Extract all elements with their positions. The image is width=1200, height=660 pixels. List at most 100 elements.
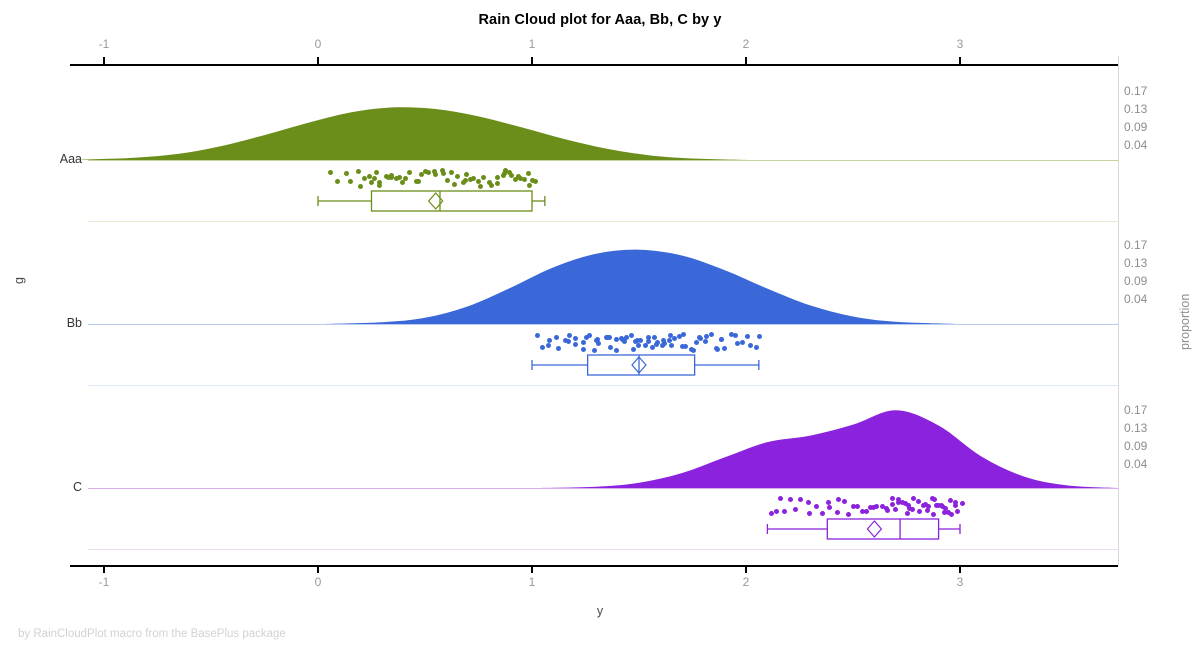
footnote-text: by RainCloudPlot macro from the BasePlus… bbox=[18, 628, 286, 640]
box-mean-diamond bbox=[427, 192, 444, 210]
rain-dot bbox=[907, 505, 913, 511]
box-iqr bbox=[826, 518, 940, 540]
rain-dot bbox=[509, 173, 515, 179]
x-axis-tick-label: 1 bbox=[528, 575, 536, 589]
rain-dot bbox=[940, 504, 946, 510]
rain-dot bbox=[871, 505, 877, 511]
rain-dot bbox=[714, 346, 720, 352]
rain-dot bbox=[580, 340, 586, 346]
rain-dot bbox=[713, 346, 719, 352]
rain-dot bbox=[556, 346, 562, 352]
rain-dot bbox=[893, 507, 899, 513]
rain-dot bbox=[439, 168, 445, 174]
rain-dot bbox=[605, 334, 611, 340]
rain-dot bbox=[554, 334, 560, 340]
rain-dot bbox=[603, 334, 609, 340]
rain-dot bbox=[407, 170, 413, 176]
rain-dot bbox=[904, 511, 910, 517]
rain-dot bbox=[517, 175, 523, 181]
box-iqr bbox=[586, 354, 696, 376]
rain-dot bbox=[415, 178, 421, 184]
x-axis-tick bbox=[103, 57, 105, 64]
x-axis-tick-label: -1 bbox=[98, 575, 110, 589]
rain-dot bbox=[916, 498, 922, 504]
rain-dot bbox=[896, 496, 902, 502]
rain-dot bbox=[619, 335, 624, 341]
rain-dot bbox=[501, 173, 507, 179]
density-cloud-aaa bbox=[72, 107, 753, 160]
rain-dot bbox=[867, 505, 873, 511]
rain-dot bbox=[845, 511, 851, 517]
rain-dot bbox=[494, 175, 500, 181]
rain-dot bbox=[942, 510, 948, 516]
rain-dot bbox=[361, 175, 367, 181]
box-plot-bb bbox=[531, 354, 760, 376]
x-axis-tick bbox=[531, 57, 533, 64]
rain-dot bbox=[669, 343, 675, 349]
proportion-tick-label: 0.13 bbox=[1124, 256, 1148, 270]
rain-dot bbox=[884, 508, 890, 514]
group-label-c: C bbox=[72, 480, 82, 494]
x-axis-tick bbox=[959, 566, 961, 573]
x-axis-tick-label: -1 bbox=[98, 37, 110, 51]
rain-dot bbox=[581, 346, 587, 352]
rain-dot bbox=[471, 175, 477, 181]
x-axis-tick-label: 0 bbox=[314, 575, 322, 589]
rain-dot bbox=[900, 499, 906, 505]
rain-dot bbox=[396, 175, 402, 181]
rain-dot bbox=[513, 176, 519, 182]
proportion-tick-label: 0.04 bbox=[1124, 292, 1148, 306]
x-axis-tick bbox=[745, 566, 747, 573]
x-axis-tick-label: 3 bbox=[956, 37, 964, 51]
x-axis-tick bbox=[745, 57, 747, 64]
rain-dot bbox=[344, 171, 349, 177]
rain-dot bbox=[819, 511, 825, 517]
rain-dot bbox=[718, 336, 724, 342]
rain-dot bbox=[933, 502, 939, 508]
rain-dot bbox=[935, 502, 941, 508]
rain-dot bbox=[672, 335, 678, 341]
rain-dot bbox=[781, 508, 787, 514]
rain-dot bbox=[371, 175, 377, 181]
rain-dot bbox=[946, 510, 952, 516]
rain-dot bbox=[851, 503, 857, 509]
rain-dot bbox=[748, 342, 754, 348]
rain-dot bbox=[697, 335, 703, 341]
rain-dot bbox=[388, 173, 394, 179]
rain-dot bbox=[879, 504, 885, 510]
rain-dot bbox=[691, 347, 697, 353]
box-mean-diamond bbox=[866, 520, 883, 538]
rain-dot bbox=[495, 181, 501, 187]
rain-dot bbox=[806, 510, 812, 516]
rain-dot bbox=[356, 169, 362, 175]
rain-dot bbox=[890, 501, 896, 507]
rain-dot bbox=[594, 337, 600, 343]
rain-dot bbox=[883, 505, 889, 511]
rain-dot bbox=[652, 335, 657, 341]
rain-dot bbox=[451, 182, 457, 188]
rain-dot bbox=[659, 343, 665, 349]
rain-dot bbox=[503, 168, 509, 174]
group-label-bb: Bb bbox=[66, 316, 82, 330]
box-iqr bbox=[370, 190, 533, 212]
panel-baseline bbox=[88, 160, 1118, 162]
rain-dot bbox=[539, 345, 545, 351]
rain-dot bbox=[516, 173, 522, 179]
x-axis-tick bbox=[531, 566, 533, 573]
rain-dot bbox=[347, 179, 353, 185]
rain-dot bbox=[622, 339, 628, 345]
rain-dot bbox=[906, 503, 912, 509]
rain-dot bbox=[649, 344, 655, 350]
x-axis-tick bbox=[317, 566, 319, 573]
rain-dot bbox=[366, 174, 372, 180]
rain-dot bbox=[432, 172, 438, 178]
proportion-tick-label: 0.17 bbox=[1124, 84, 1148, 98]
rain-dot bbox=[373, 170, 379, 176]
rain-dot bbox=[399, 180, 405, 186]
rain-dot bbox=[402, 176, 408, 182]
rain-dot bbox=[910, 507, 916, 513]
rain-dot bbox=[834, 510, 840, 516]
proportion-tick-label: 0.17 bbox=[1124, 403, 1148, 417]
density-cloud-c bbox=[536, 410, 1117, 488]
